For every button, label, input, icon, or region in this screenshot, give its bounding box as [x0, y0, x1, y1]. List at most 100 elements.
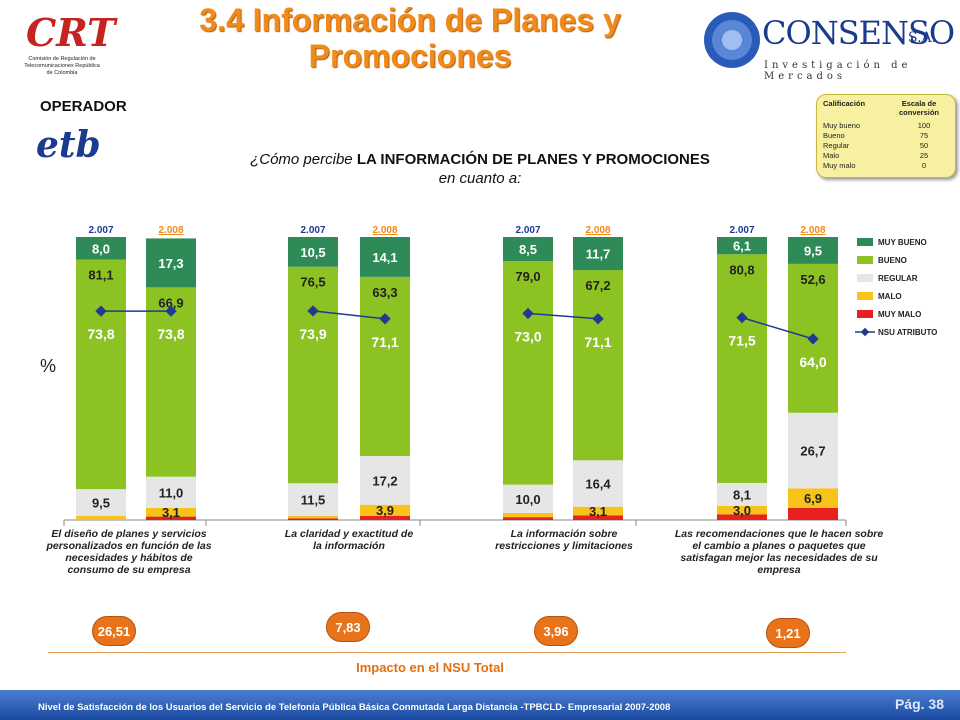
bar-segment-muy-malo	[788, 507, 838, 520]
bar-segment-muy-bueno	[146, 238, 196, 288]
bar-segment-malo	[573, 506, 623, 516]
bar-segment-muy-bueno	[360, 237, 410, 277]
question-prefix: ¿Cómo percibe	[250, 151, 357, 168]
impact-bubble: 3,96	[534, 616, 578, 646]
data-label-regular: 16,4	[585, 476, 611, 491]
bar-segment-regular	[788, 412, 838, 489]
data-label-bueno: 76,5	[300, 275, 325, 290]
bar-segment-muy-bueno	[788, 237, 838, 264]
category-label: El diseño de planes y servicios personal…	[46, 528, 212, 576]
data-label-bueno: 66,9	[158, 295, 183, 310]
question-bold: LA INFORMACIÓN DE PLANES Y PROMOCIONES	[356, 151, 710, 168]
bar-segment-regular	[76, 489, 126, 517]
nsu-value-label: 71,1	[584, 334, 611, 350]
impact-bubble: 1,21	[766, 618, 810, 648]
data-label-bueno: 52,6	[800, 272, 825, 287]
bar-segment-muy-malo	[146, 516, 196, 520]
scale-row: Bueno 75	[823, 131, 949, 141]
data-label-malo: 3,9	[376, 503, 394, 518]
data-label-muy-bueno: 17,3	[158, 256, 183, 271]
data-label-regular: 26,7	[800, 444, 825, 459]
impact-label: Impacto en el NSU Total	[356, 660, 504, 675]
nsu-value-label: 73,9	[299, 326, 326, 342]
legend-label: BUENO	[878, 256, 907, 265]
bar-segment-muy-malo	[288, 518, 338, 520]
data-label-regular: 11,0	[159, 485, 184, 500]
year-label: 2.007	[300, 225, 325, 236]
bar-segment-malo	[360, 504, 410, 516]
data-label-muy-bueno: 6,1	[733, 239, 751, 254]
consenso-globe-icon	[704, 12, 760, 68]
footer-bar: Nivel de Satisfacción de los Usuarios de…	[0, 690, 960, 720]
legend-swatch	[857, 238, 873, 246]
legend-swatch	[857, 274, 873, 282]
percent-axis-label: %	[40, 356, 57, 376]
scale-row: Muy bueno 100	[823, 121, 949, 131]
nsu-line	[527, 312, 599, 320]
year-label: 2.007	[729, 225, 754, 236]
bar-segment-muy-bueno	[76, 237, 126, 260]
data-label-muy-bueno: 14,1	[372, 250, 397, 265]
bar-segment-muy-malo	[503, 517, 553, 520]
bar-segment-bueno	[360, 276, 410, 457]
bar-segment-malo	[76, 516, 126, 520]
legend-marker	[860, 327, 870, 337]
bar-segment-malo	[503, 512, 553, 518]
category-label: La claridad y exactitud de la informació…	[284, 528, 414, 552]
bar-segment-malo	[146, 507, 196, 517]
scale-row-label: Malo	[823, 151, 840, 160]
bar-segment-muy-bueno	[717, 237, 767, 255]
bar-segment-bueno	[146, 287, 196, 477]
impact-divider	[48, 652, 846, 653]
data-label-regular: 8,1	[733, 487, 751, 502]
conversion-scale: Calificación Escala de conversión Muy bu…	[816, 94, 956, 178]
consenso-name: CONSENSO	[762, 14, 955, 52]
data-label-muy-bueno: 11,7	[586, 247, 611, 262]
legend-swatch	[857, 292, 873, 300]
bar-segment-regular	[146, 476, 196, 508]
bar-segment-regular	[717, 482, 767, 506]
nsu-line	[312, 310, 386, 320]
bar-segment-bueno	[288, 266, 338, 484]
scale-row-value: 75	[919, 131, 929, 140]
data-label-regular: 10,0	[515, 492, 540, 507]
bar-segment-regular	[573, 460, 623, 507]
nsu-value-label: 71,5	[728, 333, 755, 349]
bar-segment-muy-bueno	[288, 237, 338, 267]
question-suffix: en cuanto a:	[438, 170, 522, 187]
operator-label: OPERADOR	[40, 98, 127, 115]
legend-label: MUY MALO	[878, 310, 921, 319]
year-label: 2.007	[515, 225, 540, 236]
operator-logo: etb	[36, 124, 101, 166]
crt-logo-text: CRT	[26, 10, 116, 55]
scale-header-right: Escala de conversión	[898, 99, 939, 117]
nsu-line	[741, 316, 814, 340]
year-label: 2.007	[88, 225, 113, 236]
data-label-malo: 3,1	[162, 505, 180, 520]
scale-row-label: Bueno	[823, 131, 845, 140]
data-label-malo: 6,9	[804, 491, 822, 506]
bar-segment-malo	[288, 515, 338, 519]
scale-row-label: Muy malo	[823, 161, 856, 170]
scale-row: Muy malo 0	[823, 161, 949, 171]
data-label-bueno: 81,1	[88, 268, 113, 283]
scale-row: Malo 25	[823, 151, 949, 161]
year-label: 2.008	[158, 225, 183, 236]
bar-segment-muy-malo	[717, 514, 767, 520]
bar-segment-regular	[503, 484, 553, 513]
data-label-bueno: 67,2	[585, 278, 610, 293]
year-label: 2.008	[800, 225, 825, 236]
legend-swatch	[857, 310, 873, 318]
bar-segment-bueno	[503, 261, 553, 485]
year-label: 2.008	[372, 225, 397, 236]
data-label-malo: 3,1	[589, 504, 607, 519]
data-label-bueno: 80,8	[729, 262, 754, 277]
scale-row-value: 25	[919, 151, 929, 160]
bar-segment-bueno	[717, 254, 767, 483]
legend-label: MUY BUENO	[878, 238, 927, 247]
crt-logo-subtitle: Comisión de Regulación de Telecomunicaci…	[24, 56, 100, 76]
nsu-point	[807, 333, 819, 345]
impact-bubble: 26,51	[92, 616, 136, 646]
data-label-regular: 11,5	[301, 492, 326, 507]
